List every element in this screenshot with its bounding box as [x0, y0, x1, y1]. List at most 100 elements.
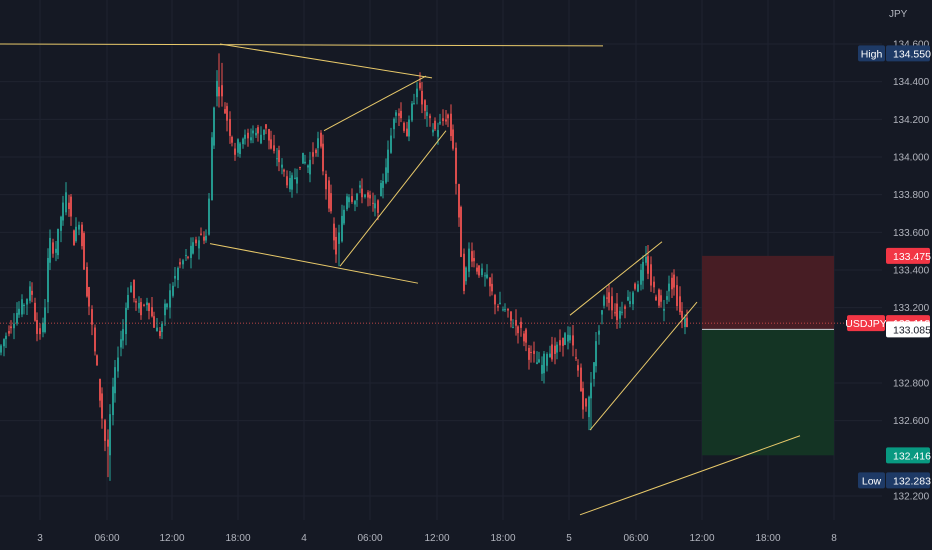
candle-body	[564, 333, 566, 345]
time-tick-label: 06:00	[94, 533, 119, 544]
candle-body	[351, 196, 353, 202]
candle-body	[75, 226, 77, 242]
candle-body	[83, 233, 85, 270]
candle-body	[484, 275, 486, 277]
time-axis[interactable]: 3 06:00 12:00 18:00 4 06:00 12:00 18:00 5 06:00 12…	[37, 533, 837, 544]
entry-badge-bg	[886, 321, 930, 338]
candle-body	[265, 124, 267, 129]
candle-body	[330, 193, 332, 212]
price-axis[interactable]: JPY 134.600 134.400 134.200 134.000 133.800 1…	[889, 9, 930, 503]
candle-body	[416, 88, 418, 98]
candle-body	[437, 130, 439, 137]
candle-body	[213, 107, 215, 146]
candle-body	[169, 290, 171, 308]
trendline-wedge-lower[interactable]	[209, 243, 419, 284]
candle-body	[426, 112, 428, 116]
candle-body	[312, 152, 314, 157]
candle-body	[619, 310, 621, 319]
price-tick-label: 132.600	[893, 416, 930, 427]
candle-body	[432, 129, 434, 133]
stop-loss-zone	[702, 255, 834, 330]
stop-loss-badge-value: 133.475	[893, 251, 931, 263]
candle-body	[81, 224, 83, 247]
candle-body	[523, 333, 525, 342]
candle-body	[57, 228, 59, 256]
high-badge-label: High	[861, 48, 883, 60]
candle-body	[471, 251, 473, 262]
candle-body	[304, 161, 306, 164]
trendline-wedge-upper[interactable]	[219, 43, 433, 79]
trendline-support-future[interactable]	[579, 435, 801, 516]
candle-body	[335, 236, 337, 255]
candle-body	[216, 80, 218, 97]
trendline-high-horizontal[interactable]	[0, 43, 604, 47]
candle-body	[660, 295, 662, 302]
candle-body	[465, 267, 467, 282]
price-tick-label: 133.600	[893, 228, 930, 239]
candle-body	[510, 311, 512, 321]
high-badge-label-bg	[858, 45, 885, 62]
candle-body	[231, 136, 233, 143]
candle-body	[182, 260, 184, 265]
candle-body	[369, 194, 371, 199]
trendline-rising-lower[interactable]	[589, 301, 698, 431]
candle-body	[611, 296, 613, 311]
candle-body	[273, 145, 275, 151]
candle-body	[65, 192, 67, 213]
take-profit-zone	[702, 329, 834, 456]
candle-body	[460, 207, 462, 257]
candle-body	[395, 112, 397, 116]
candle-body	[361, 188, 363, 198]
candle-body	[78, 224, 80, 230]
trendline-channel-upper[interactable]	[323, 75, 427, 132]
stop-loss-badge: 133.475	[886, 247, 931, 264]
candle-body	[647, 256, 649, 274]
entry-badge-value: 133.085	[893, 324, 931, 336]
trendline-rising-upper[interactable]	[569, 241, 663, 316]
candle-body	[143, 304, 145, 306]
candle-body	[166, 303, 168, 308]
candle-body	[575, 357, 577, 359]
high-badge: 134.550 High	[858, 45, 931, 62]
candle-body	[55, 248, 57, 253]
candle-body	[499, 302, 501, 305]
candle-body	[502, 309, 504, 311]
candle-body	[185, 254, 187, 256]
candle-body	[634, 283, 636, 289]
candle-body	[317, 138, 319, 149]
candle-body	[343, 209, 345, 224]
candle-body	[676, 285, 678, 307]
trendline-channel-lower[interactable]	[339, 130, 447, 267]
candle-body	[52, 242, 54, 254]
candle-body	[315, 149, 317, 154]
candle-body	[359, 185, 361, 188]
candle-body	[138, 303, 140, 309]
candle-body	[151, 307, 153, 317]
candle-body	[320, 132, 322, 147]
candle-body	[260, 134, 262, 144]
candle-body	[307, 165, 309, 168]
candle-body	[281, 164, 283, 168]
candle-body	[161, 323, 163, 332]
candle-body	[159, 330, 161, 337]
candle-body	[452, 129, 454, 149]
candle-body	[73, 230, 75, 246]
candle-body	[333, 223, 335, 241]
candle-body	[31, 290, 33, 295]
candle-body	[382, 181, 384, 188]
candle-body	[39, 328, 41, 335]
candle-body	[120, 339, 122, 348]
candle-body	[250, 137, 252, 141]
candle-body	[377, 200, 379, 213]
candle-body	[211, 137, 213, 201]
entry-badge: 133.085	[886, 321, 931, 338]
price-tick-label: 133.400	[893, 266, 930, 277]
candle-body	[445, 119, 447, 122]
time-tick-label: 18:00	[490, 533, 515, 544]
candle-body	[653, 281, 655, 288]
candle-body	[156, 327, 158, 332]
trendlines[interactable]	[0, 43, 801, 516]
candle-body	[263, 129, 265, 135]
